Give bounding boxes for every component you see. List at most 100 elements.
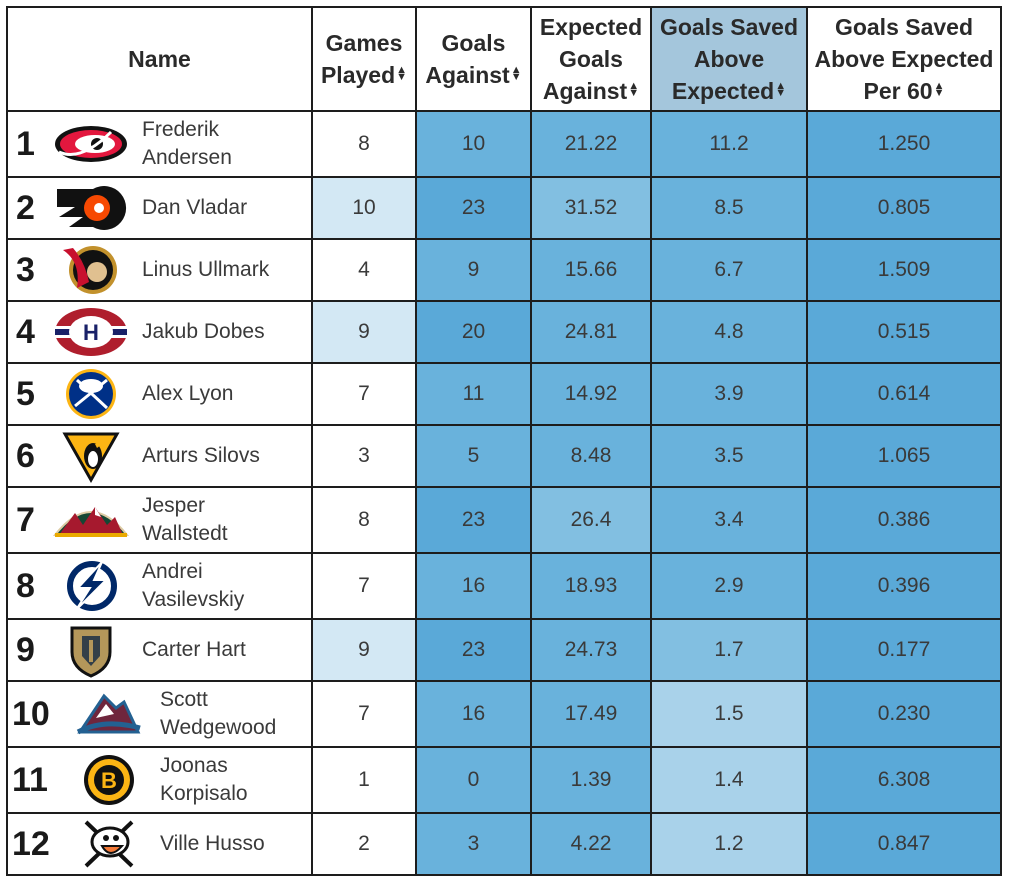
games-played-cell: 2: [311, 812, 417, 876]
sort-updown-icon[interactable]: ▲ ▼: [396, 63, 408, 83]
gsax-per-60-cell: 0.614: [806, 362, 1002, 426]
rank-number: 10: [12, 694, 50, 733]
games-played-cell: 7: [311, 680, 417, 748]
gsax-per-60-cell: 0.230: [806, 680, 1002, 748]
goals-against-cell: 9: [415, 238, 532, 302]
gsax-cell: 11.2: [650, 110, 808, 178]
header-gsax-per-60[interactable]: Goals Saved Above Expected Per 60▲ ▼: [806, 6, 1002, 112]
table-header: Name Games Played▲ ▼ Goals Against▲ ▼ Expect…: [6, 6, 1002, 112]
header-expected-goals-against[interactable]: Expected Goals Against▲ ▼: [530, 6, 652, 112]
table-row[interactable]: 8 Andrei Vasilevskiy 7 16 18.93 2.9 0.396: [6, 552, 1002, 620]
player-name-wrap: 5 Alex Lyon: [8, 366, 311, 422]
table-row[interactable]: 4 H Jakub Dobes 9 20 24.81 4.8 0.515: [6, 300, 1002, 364]
header-games-played[interactable]: Games Played▲ ▼: [311, 6, 417, 112]
player-name-line: Joonas: [160, 754, 228, 777]
ducks-logo-icon: [68, 816, 150, 872]
flyers-logo-icon: [50, 180, 132, 236]
goals-against-cell: 16: [415, 680, 532, 748]
player-name-cell: 2 Dan Vladar: [6, 176, 313, 240]
player-name[interactable]: Scott Wedgewood: [160, 686, 276, 742]
gsax-per-60-cell: 0.805: [806, 176, 1002, 240]
table-row[interactable]: 10 Scott Wedgewood 7 16 17.49 1.5 0.230: [6, 680, 1002, 748]
avalanche-logo-icon: [68, 686, 150, 742]
expected-goals-against-cell: 15.66: [530, 238, 652, 302]
expected-goals-against-cell: 14.92: [530, 362, 652, 426]
sabres-logo-icon: [50, 366, 132, 422]
expected-goals-against-cell: 1.39: [530, 746, 652, 814]
player-name-wrap: 10 Scott Wedgewood: [8, 686, 311, 742]
sort-updown-icon[interactable]: ▲ ▼: [775, 79, 787, 99]
gsax-cell: 1.7: [650, 618, 808, 682]
goals-against-cell: 16: [415, 552, 532, 620]
table-row[interactable]: 12 Ville Husso 2 3 4.22 1.2 0.847: [6, 812, 1002, 876]
gsax-per-60-cell: 1.065: [806, 424, 1002, 488]
rank-number: 5: [16, 374, 35, 413]
gsax-per-60-cell: 0.515: [806, 300, 1002, 364]
games-played-cell: 7: [311, 362, 417, 426]
player-name[interactable]: Arturs Silovs: [142, 442, 260, 470]
player-name[interactable]: Ville Husso: [160, 830, 265, 858]
gsax-per-60-cell: 0.847: [806, 812, 1002, 876]
table-row[interactable]: 11 B Joonas Korpisalo 1 0 1.39 1.4 6.308: [6, 746, 1002, 814]
player-name[interactable]: Joonas Korpisalo: [160, 752, 248, 808]
player-name-line: Wallstedt: [142, 522, 228, 545]
hurricanes-logo-icon: [50, 116, 132, 172]
penguins-logo-icon: [50, 428, 132, 484]
gsax-per-60-cell: 6.308: [806, 746, 1002, 814]
games-played-cell: 9: [311, 300, 417, 364]
table-row[interactable]: 6 Arturs Silovs 3 5 8.48 3.5 1.065: [6, 424, 1002, 488]
player-name-line: Alex Lyon: [142, 382, 234, 405]
player-name-wrap: 11 B Joonas Korpisalo: [8, 752, 311, 808]
player-name-cell: 3 Linus Ullmark: [6, 238, 313, 302]
player-name[interactable]: Jesper Wallstedt: [142, 492, 228, 548]
rank-number: 11: [12, 760, 48, 799]
header-goals-saved-above-expected[interactable]: Goals Saved Above Expected▲ ▼: [650, 6, 808, 112]
rank-number: 4: [16, 312, 35, 351]
player-name-line: Wedgewood: [160, 716, 277, 739]
games-played-cell: 10: [311, 176, 417, 240]
table-row[interactable]: 3 Linus Ullmark 4 9 15.66 6.7 1.509: [6, 238, 1002, 302]
senators-logo-icon: [50, 242, 132, 298]
expected-goals-against-cell: 24.81: [530, 300, 652, 364]
table-row[interactable]: 5 Alex Lyon 7 11 14.92 3.9 0.614: [6, 362, 1002, 426]
gsax-per-60-cell: 0.386: [806, 486, 1002, 554]
player-name-cell: 4 H Jakub Dobes: [6, 300, 313, 364]
player-name-wrap: 6 Arturs Silovs: [8, 428, 311, 484]
gsax-cell: 1.2: [650, 812, 808, 876]
table-row[interactable]: 2 Dan Vladar 10 23 31.52 8.5 0.805: [6, 176, 1002, 240]
games-played-cell: 8: [311, 486, 417, 554]
table-row[interactable]: 1 Frederik Andersen 8 10 21.22 11.2 1.250: [6, 110, 1002, 178]
player-name-cell: 6 Arturs Silovs: [6, 424, 313, 488]
expected-goals-against-cell: 17.49: [530, 680, 652, 748]
sort-updown-icon[interactable]: ▲ ▼: [628, 79, 640, 99]
player-name[interactable]: Dan Vladar: [142, 194, 247, 222]
player-name[interactable]: Frederik Andersen: [142, 116, 232, 172]
goals-against-cell: 23: [415, 486, 532, 554]
games-played-cell: 9: [311, 618, 417, 682]
bruins-logo-icon: B: [68, 752, 150, 808]
header-name[interactable]: Name: [6, 6, 313, 112]
gsax-per-60-cell: 1.509: [806, 238, 1002, 302]
gsax-cell: 8.5: [650, 176, 808, 240]
table-row[interactable]: 7 Jesper Wallstedt 8 23 26.4 3.4 0.386: [6, 486, 1002, 554]
player-name[interactable]: Carter Hart: [142, 636, 246, 664]
player-name[interactable]: Jakub Dobes: [142, 318, 265, 346]
player-name-cell: 10 Scott Wedgewood: [6, 680, 313, 748]
expected-goals-against-cell: 21.22: [530, 110, 652, 178]
golden-knights-logo-icon: [50, 622, 132, 678]
sort-updown-icon[interactable]: ▲ ▼: [933, 79, 945, 99]
player-name-line: Dan Vladar: [142, 196, 248, 219]
goals-against-cell: 0: [415, 746, 532, 814]
gsax-cell: 1.4: [650, 746, 808, 814]
player-name-line: Frederik: [142, 118, 220, 141]
sort-updown-icon[interactable]: ▲ ▼: [510, 63, 522, 83]
player-name[interactable]: Alex Lyon: [142, 380, 233, 408]
goals-against-cell: 5: [415, 424, 532, 488]
player-name-wrap: 4 H Jakub Dobes: [8, 304, 311, 360]
player-name[interactable]: Andrei Vasilevskiy: [142, 558, 244, 614]
player-name-cell: 11 B Joonas Korpisalo: [6, 746, 313, 814]
goals-against-cell: 23: [415, 176, 532, 240]
player-name[interactable]: Linus Ullmark: [142, 256, 269, 284]
header-goals-against[interactable]: Goals Against▲ ▼: [415, 6, 532, 112]
table-row[interactable]: 9 Carter Hart 9 23 24.73 1.7 0.177: [6, 618, 1002, 682]
